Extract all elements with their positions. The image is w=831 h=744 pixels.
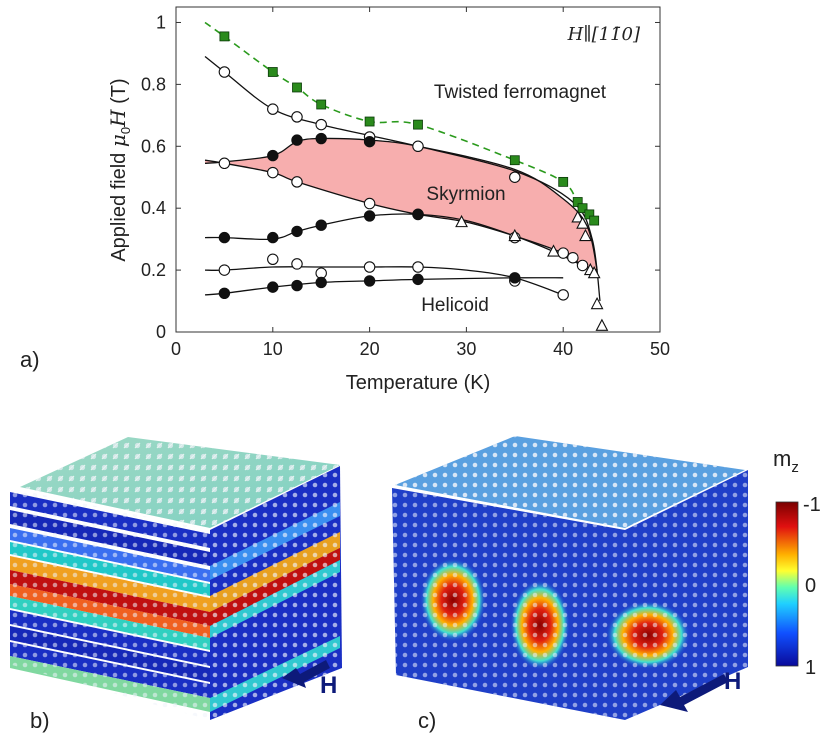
arrow-c: H [660,668,741,712]
colorbar: mz -1 0 1 [773,446,821,679]
field-direction: H∥[11̄0] [567,24,641,45]
y-tick-label-2: 0.4 [141,198,166,218]
marker-square-0-11 [589,215,600,226]
y-tick-label-4: 0.8 [141,74,166,94]
marker-open-circle-3-6 [557,247,569,259]
marker-open-triangle-5-2 [547,244,560,257]
field-arrow-icon-c [660,674,728,712]
marker-open-circle-3-7 [567,251,579,264]
marker-open-triangle-5-9 [595,318,609,331]
marker-open-circle-3-2 [291,176,303,188]
marker-open-triangle-5-5 [579,228,592,242]
marker-square-0-9 [577,203,588,214]
helicoid-simulation: H b) [10,437,342,733]
marker-open-circle-1-1 [267,103,279,115]
x-tick-label-2: 20 [360,339,380,359]
marker-filled-circle-4-3 [315,219,327,231]
marker-filled-circle-4-1 [267,231,279,244]
panel-label-b: b) [30,708,50,733]
marker-filled-circle-7-5 [412,273,424,286]
y-tick-label-1: 0.2 [141,260,166,280]
marker-filled-circle-2-3 [363,135,376,148]
marker-filled-circle-2-1 [291,134,303,146]
marker-open-circle-3-3 [363,197,376,210]
marker-filled-circle-2-2 [315,132,327,145]
axis-ticks: 0 10 20 30 40 50 0 0.2 0.4 0.6 0.8 1 [141,7,670,359]
marker-open-triangle-5-7 [587,266,601,279]
marker-open-circle-6-4 [363,261,376,273]
marker-open-triangle-5-8 [590,296,604,310]
svg-text:Applied field μ0H (T): Applied field μ0H (T) [106,78,133,261]
marker-open-circle-6-5 [412,261,424,273]
colorbar-tick-mid: 0 [805,575,816,597]
marker-open-triangle-5-1 [508,228,522,242]
marker-filled-circle-7-4 [363,275,376,287]
marker-square-0-2 [292,82,302,93]
marker-open-circle-6-1 [267,253,279,266]
skyrmion-region [205,138,598,271]
marker-open-circle-6-2 [291,258,303,270]
y-tick-label-3: 0.6 [141,136,166,156]
x-axis-label: Temperature (K) [346,372,491,394]
arrow-b: H [282,660,337,699]
marker-open-circle-1-6 [509,171,521,183]
marker-open-circle-1-2 [291,111,303,123]
skyrmion-simulation: H c) [392,436,748,733]
marker-square-0-5 [413,119,423,130]
marker-open-circle-3-1 [267,166,279,179]
marker-square-0-7 [558,176,569,187]
marker-open-circle-1-3 [315,118,327,131]
colorbar-tick-top: -1 [803,494,821,516]
y-axis-label: Applied field μ0H (T) [106,78,133,261]
y-tick-label-0: 0 [156,322,166,342]
region-skyrmion: Skyrmion [426,184,505,205]
marker-filled-circle-4-0 [218,231,231,244]
arrow-b-label: H [320,672,337,699]
marker-open-circle-1-0 [218,66,231,78]
marker-open-triangle-5-0 [455,214,468,228]
arrow-c-label: H [724,668,741,695]
marker-filled-circle-4-2 [291,225,303,238]
colorbar-title: mz [773,446,799,476]
marker-filled-circle-2-0 [267,149,279,162]
x-tick-label-1: 10 [263,339,283,359]
colorbar-tick-bottom: 1 [805,657,816,679]
marker-filled-circle-7-3 [315,276,327,289]
marker-open-circle-3-0 [218,157,231,170]
marker-square-0-0 [219,31,230,42]
y-tick-label-5: 1 [156,12,166,32]
data-markers [218,31,609,331]
marker-filled-circle-7-0 [218,287,231,300]
marker-filled-circle-7-6 [509,272,521,284]
marker-filled-circle-4-4 [363,210,376,222]
field-arrow-icon [282,660,330,688]
marker-square-0-3 [316,99,327,110]
marker-square-0-4 [364,116,375,127]
colorbar-gradient [775,501,799,667]
region-helicoid: Helicoid [421,295,489,316]
marker-open-triangle-5-3 [571,210,585,223]
curve-upper-twisted [204,55,601,302]
x-tick-label-5: 50 [650,339,670,359]
marker-square-0-1 [267,67,278,77]
panel-label-a: a) [20,347,40,372]
marker-square-0-6 [509,155,520,166]
marker-filled-circle-4-5 [412,208,424,221]
marker-open-triangle-5-4 [576,216,589,229]
marker-open-circle-6-7 [557,289,569,301]
x-tick-label-4: 40 [553,339,573,359]
marker-filled-circle-7-1 [267,281,279,293]
region-twisted: Twisted ferromagnet [434,82,607,103]
marker-open-circle-1-5 [412,140,424,153]
marker-open-circle-3-8 [576,259,589,272]
panel-label-c: c) [418,708,436,733]
marker-open-circle-6-0 [218,264,231,276]
x-tick-label-3: 30 [456,339,476,359]
marker-filled-circle-7-2 [291,279,303,292]
x-tick-label-0: 0 [171,339,181,359]
phase-diagram: 0 10 20 30 40 50 0 0.2 0.4 0.6 0.8 1 Temperature (K… [20,6,670,394]
